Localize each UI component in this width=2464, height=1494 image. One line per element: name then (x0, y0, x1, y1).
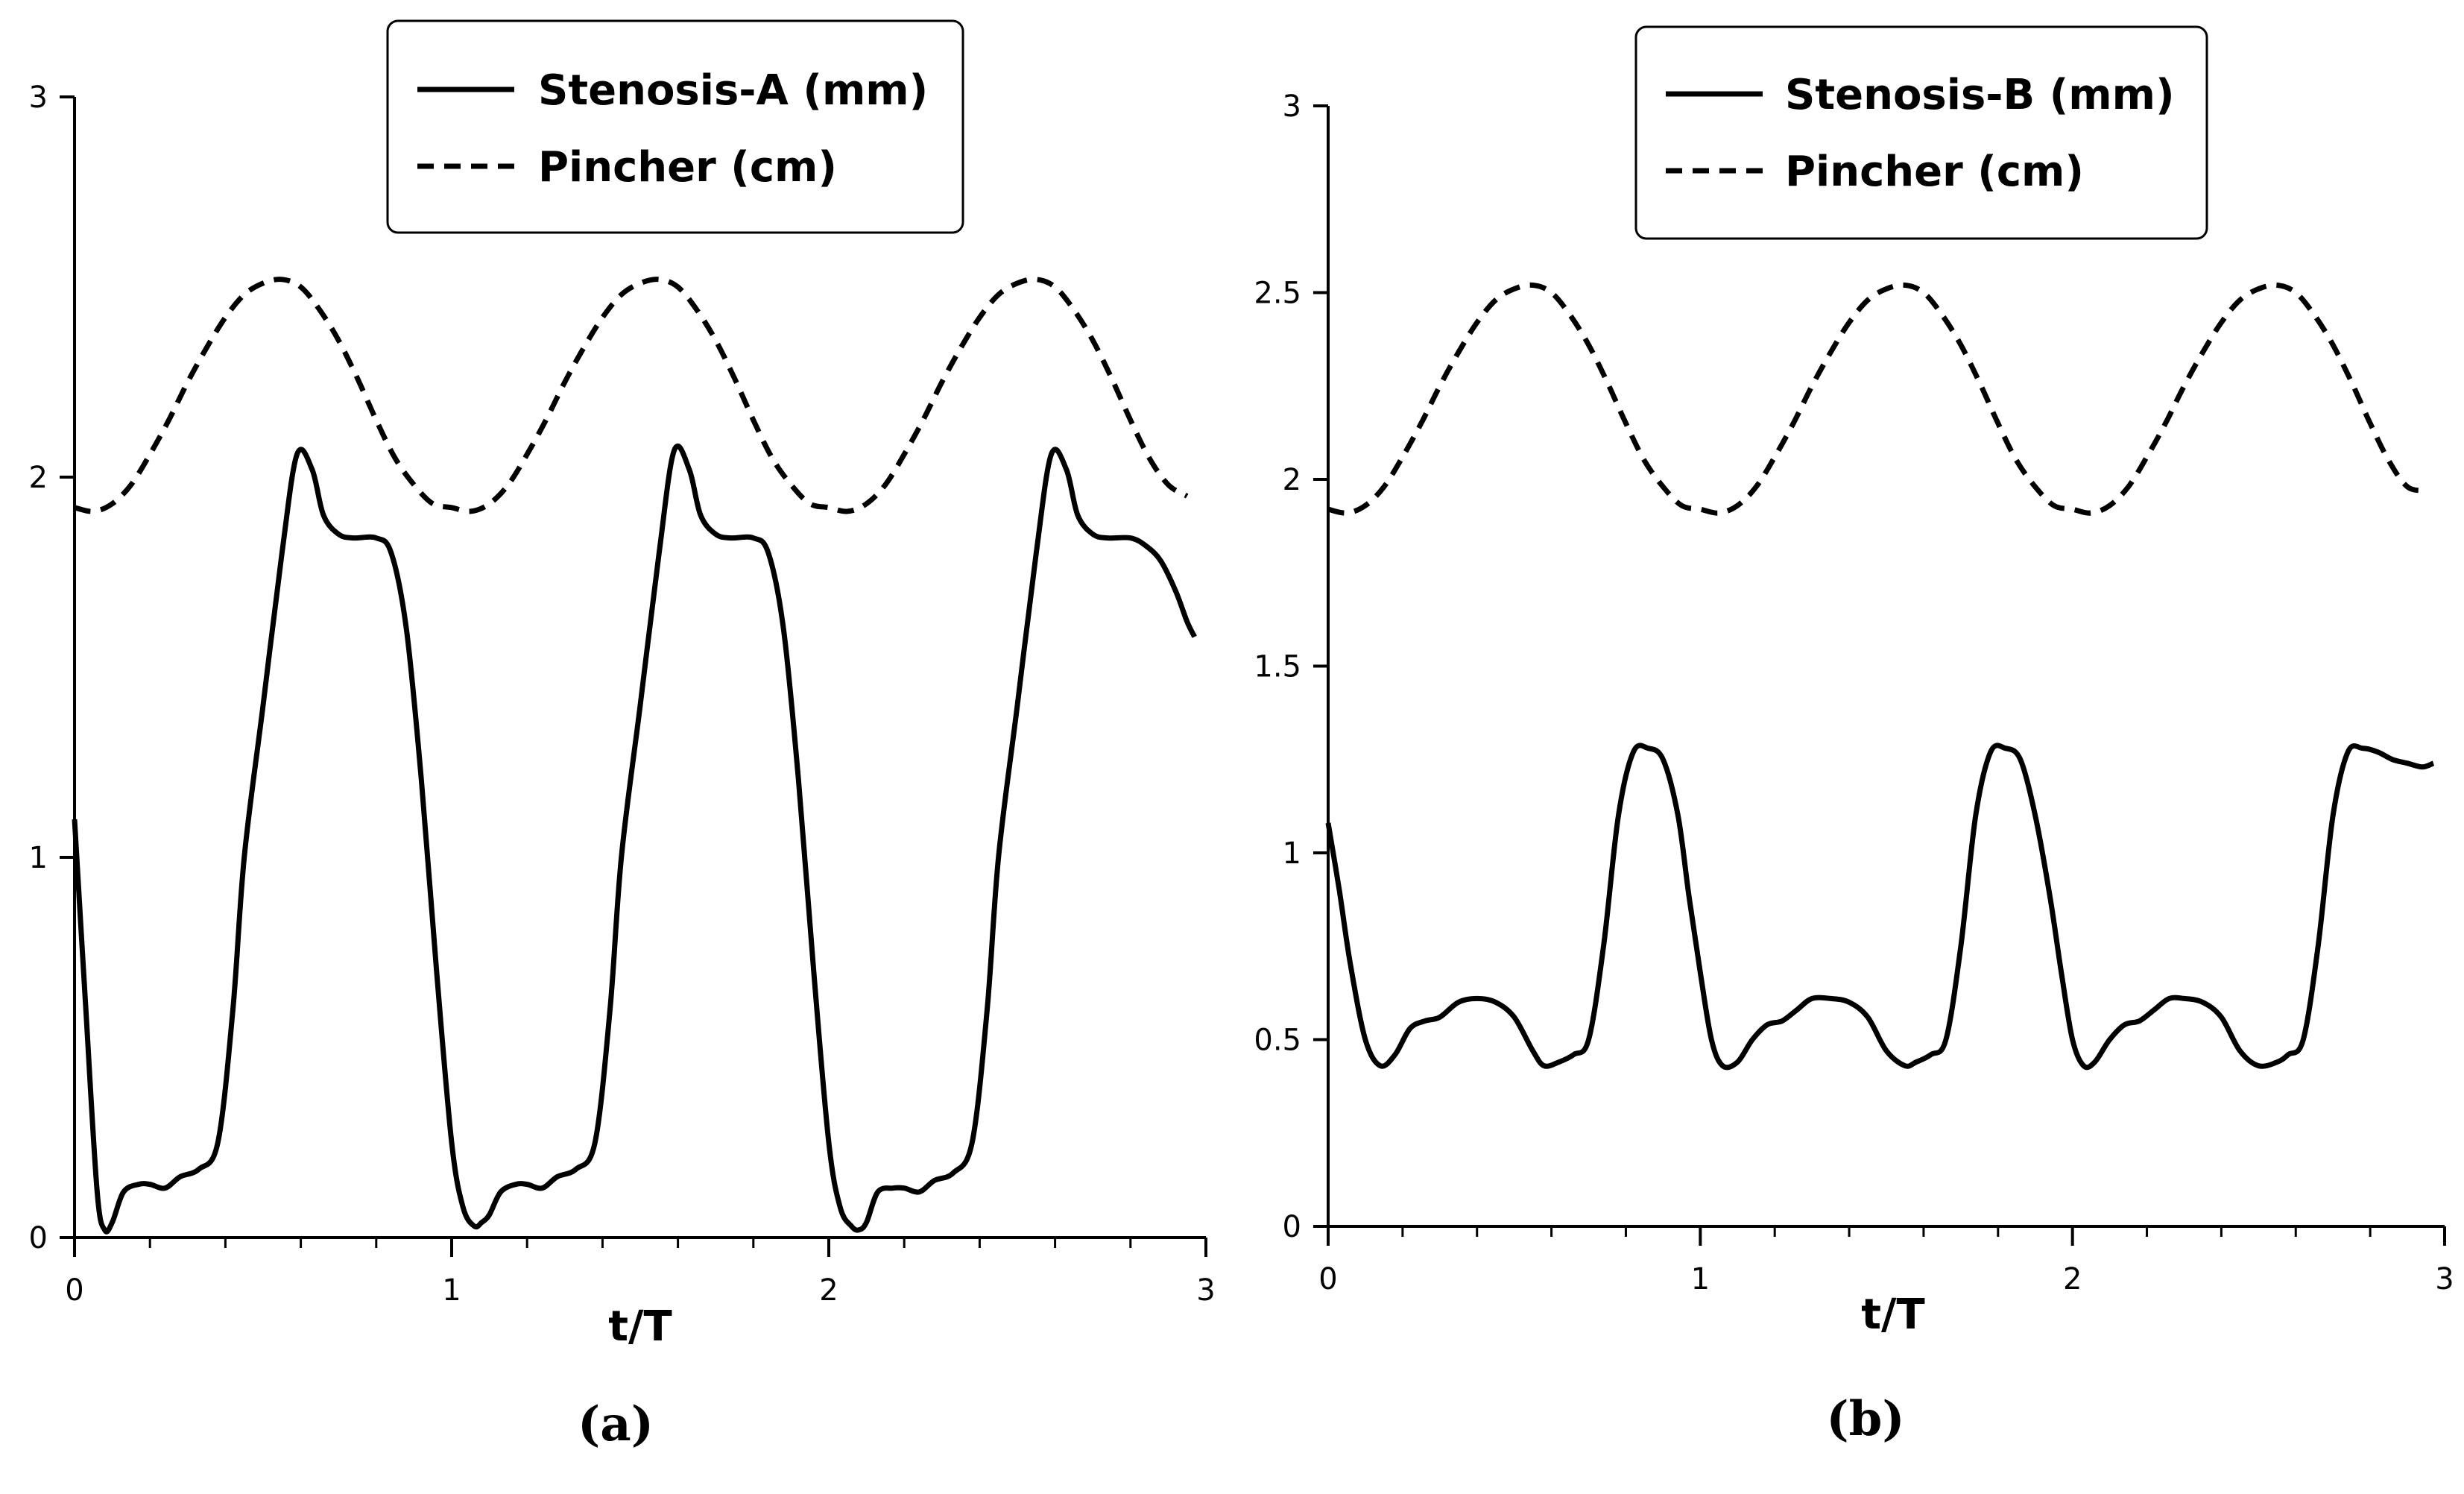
panel-b-legend: Stenosis-B (mm) Pincher (cm) (1634, 25, 2208, 240)
panel-b-caption: (b) (1826, 1391, 1904, 1447)
panel-a-series-stenosis-line (72, 443, 1197, 1235)
y-tick-label: 1 (29, 841, 48, 875)
panel-b-x-ticks: 0 1 2 3 (1318, 1226, 2454, 1296)
x-tick-label: 1 (1691, 1262, 1710, 1296)
y-tick-label: 2 (29, 461, 48, 495)
x-tick-label: 3 (1196, 1273, 1215, 1308)
panel-a: 0 1 2 3 0 1 2 3 t/T (a) Stenosis-A (mm) Pinche… (29, 19, 1216, 1452)
panel-b-series-pincher-line (1327, 282, 2427, 516)
y-tick-label: 3 (29, 81, 48, 115)
y-tick-label: 0 (29, 1221, 48, 1255)
panel-b-series (1325, 282, 2435, 1071)
panel-a-x-ticks: 0 1 2 3 (65, 1238, 1216, 1308)
panel-a-y-ticks: 0 1 2 3 (29, 81, 75, 1255)
panel-b-series-stenosis-line (1325, 743, 2435, 1071)
panel-b-x-axis-label: t/T (1861, 1290, 1924, 1339)
x-tick-label: 2 (819, 1273, 838, 1308)
y-tick-label: 2 (1283, 463, 1301, 497)
x-tick-label: 3 (2435, 1262, 2454, 1296)
panel-b-y-ticks: 0 0.5 1 1.5 2 2.5 3 (1254, 89, 1328, 1244)
x-tick-label: 2 (2063, 1262, 2082, 1296)
panel-b: 0 1 2 3 0 0.5 1 1.5 2 2.5 3 t/T (b) Stenosis-B (m… (1254, 25, 2454, 1447)
x-tick-label: 0 (1318, 1262, 1337, 1296)
panel-b-legend-label-stenosis: Stenosis-B (mm) (1785, 71, 2175, 119)
panel-a-legend-box (386, 19, 964, 234)
y-tick-label: 0 (1283, 1210, 1301, 1244)
x-tick-label: 0 (65, 1273, 83, 1308)
panel-a-series-pincher-line (74, 277, 1189, 514)
y-tick-label: 2.5 (1254, 277, 1301, 311)
panel-a-legend-label-stenosis: Stenosis-A (mm) (538, 66, 928, 115)
panel-a-legend: Stenosis-A (mm) Pincher (cm) (386, 19, 964, 234)
y-tick-label: 1 (1283, 836, 1301, 871)
panel-a-series (72, 277, 1197, 1235)
panel-b-legend-box (1634, 25, 2208, 240)
y-tick-label: 3 (1283, 89, 1301, 124)
panel-b-legend-label-pincher: Pincher (cm) (1785, 148, 2084, 196)
y-tick-label: 0.5 (1254, 1024, 1301, 1058)
panel-a-caption: (a) (578, 1396, 654, 1452)
x-tick-label: 1 (442, 1273, 461, 1308)
panel-a-x-axis-label: t/T (608, 1302, 672, 1351)
y-tick-label: 1.5 (1254, 650, 1301, 684)
panel-a-legend-label-pincher: Pincher (cm) (538, 143, 837, 192)
